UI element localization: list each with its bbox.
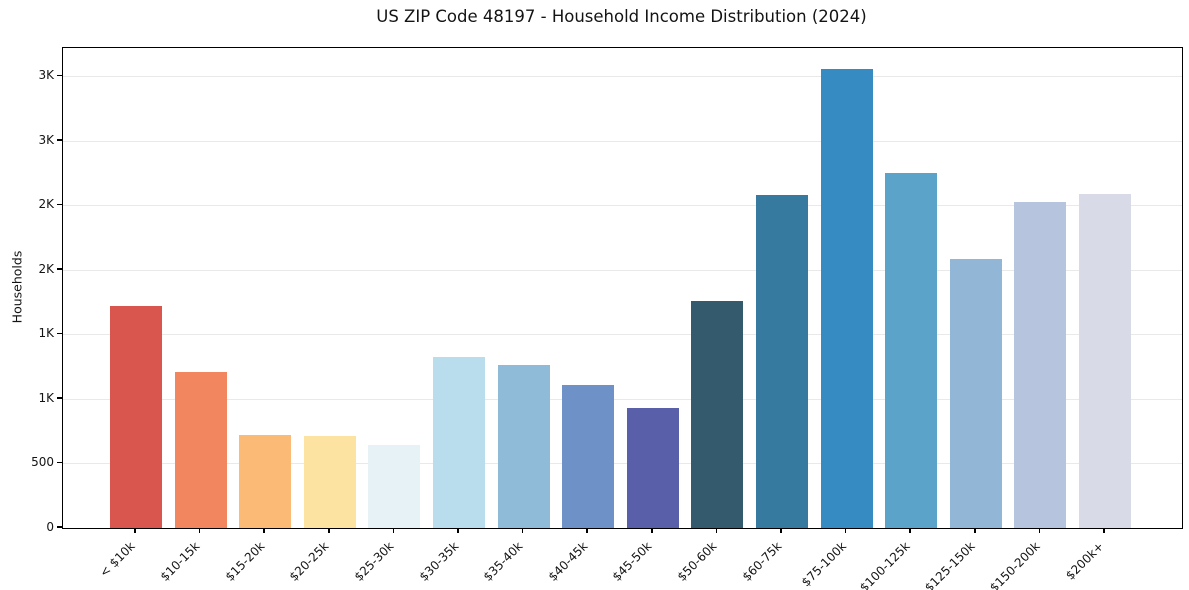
x-tick-mark — [909, 528, 911, 533]
bar — [433, 357, 485, 528]
bar — [239, 435, 292, 528]
x-tick-label: < $10k — [97, 539, 138, 580]
plot-area — [62, 47, 1183, 529]
x-tick-label: $125-150k — [922, 539, 978, 590]
y-tick-label: 3K — [38, 132, 54, 147]
x-tick-mark — [715, 528, 718, 533]
x-tick-mark — [134, 528, 136, 533]
x-tick-label: $15-20k — [222, 539, 268, 584]
x-tick-label: $75-100k — [798, 539, 849, 590]
x-tick-mark — [974, 528, 976, 533]
bar — [1079, 194, 1131, 528]
gridline — [63, 463, 1182, 465]
chart-title: US ZIP Code 48197 - Household Income Dis… — [376, 7, 867, 26]
y-tick-label: 3K — [38, 68, 54, 83]
gridline — [63, 76, 1182, 78]
bar — [110, 306, 162, 528]
y-tick-label: 1K — [38, 326, 54, 341]
y-tick-mark — [57, 461, 62, 464]
x-tick-label: $25-30k — [351, 539, 397, 584]
y-tick-label: 2K — [38, 197, 54, 212]
bar — [820, 69, 873, 528]
x-tick-label: $20-25k — [286, 539, 332, 584]
x-tick-label: $45-50k — [609, 539, 655, 584]
y-tick-mark — [57, 268, 62, 270]
x-tick-label: $200k+ — [1063, 539, 1107, 583]
y-tick-mark — [57, 332, 62, 335]
y-tick-label: 500 — [31, 455, 54, 470]
y-tick-mark — [57, 526, 62, 528]
gridline — [63, 398, 1182, 400]
bar — [368, 444, 421, 528]
bar — [174, 371, 227, 528]
x-tick-mark — [1038, 528, 1041, 533]
x-tick-label: $35-40k — [480, 539, 526, 584]
bar — [756, 195, 808, 528]
bar — [303, 435, 356, 528]
gridline — [63, 269, 1182, 271]
x-tick-label: $100-125k — [857, 539, 914, 590]
x-tick-mark — [780, 528, 782, 533]
bar — [691, 300, 744, 528]
x-tick-label: $150-200k — [986, 539, 1043, 590]
gridline — [63, 140, 1182, 142]
bar — [885, 172, 938, 528]
x-tick-mark — [328, 528, 330, 533]
bar — [1014, 201, 1067, 528]
x-tick-mark — [1103, 528, 1105, 533]
bar — [626, 408, 679, 528]
x-tick-mark — [844, 528, 847, 533]
x-tick-mark — [263, 528, 265, 533]
y-tick-mark — [57, 397, 62, 399]
y-tick-mark — [57, 139, 62, 141]
x-tick-mark — [521, 528, 524, 533]
gridline — [63, 334, 1182, 336]
x-tick-label: $10-15k — [157, 539, 203, 584]
y-tick-label: 2K — [38, 261, 54, 276]
x-tick-mark — [392, 528, 395, 533]
x-tick-label: $60-75k — [739, 539, 784, 584]
x-tick-mark — [586, 528, 588, 533]
x-tick-label: $30-35k — [416, 539, 461, 584]
bar — [562, 385, 615, 528]
bar — [949, 258, 1002, 528]
x-tick-mark — [198, 528, 201, 533]
bar — [497, 365, 550, 528]
y-tick-label: 1K — [38, 390, 54, 405]
gridline — [63, 205, 1182, 207]
y-tick-label: 0 — [46, 520, 54, 534]
x-tick-mark — [457, 528, 459, 533]
y-tick-mark — [57, 74, 62, 77]
x-tick-mark — [651, 528, 653, 533]
x-tick-label: $40-45k — [545, 539, 591, 584]
x-tick-label: $50-60k — [674, 539, 720, 584]
y-tick-mark — [57, 203, 62, 206]
